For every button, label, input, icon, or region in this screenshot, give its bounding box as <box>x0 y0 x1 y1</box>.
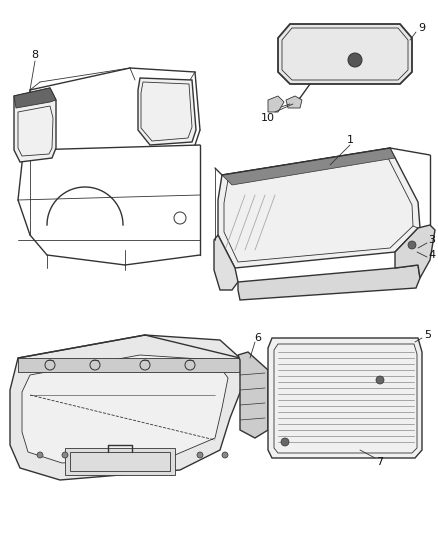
Polygon shape <box>222 148 395 185</box>
Polygon shape <box>14 88 56 108</box>
Polygon shape <box>18 358 240 372</box>
Text: 3: 3 <box>428 235 435 245</box>
Polygon shape <box>268 96 284 112</box>
Text: 8: 8 <box>32 50 39 60</box>
Text: 4: 4 <box>428 250 435 260</box>
Circle shape <box>408 241 416 249</box>
Circle shape <box>348 53 362 67</box>
Polygon shape <box>238 352 268 438</box>
Polygon shape <box>65 448 175 475</box>
Polygon shape <box>268 338 422 458</box>
Text: 6: 6 <box>254 333 261 343</box>
Polygon shape <box>395 225 435 278</box>
Text: 7: 7 <box>376 457 384 467</box>
Polygon shape <box>22 355 228 463</box>
Polygon shape <box>238 265 420 300</box>
Polygon shape <box>10 335 245 480</box>
Circle shape <box>197 452 203 458</box>
Circle shape <box>222 452 228 458</box>
Circle shape <box>62 452 68 458</box>
Text: 10: 10 <box>261 113 275 123</box>
Circle shape <box>281 438 289 446</box>
Text: 5: 5 <box>424 330 431 340</box>
Polygon shape <box>278 24 412 84</box>
Polygon shape <box>14 88 56 162</box>
Polygon shape <box>218 148 420 268</box>
Circle shape <box>376 376 384 384</box>
Polygon shape <box>286 96 302 108</box>
Text: 9: 9 <box>418 23 426 33</box>
Circle shape <box>37 452 43 458</box>
Polygon shape <box>214 235 238 290</box>
Polygon shape <box>138 78 196 145</box>
Text: 1: 1 <box>346 135 353 145</box>
